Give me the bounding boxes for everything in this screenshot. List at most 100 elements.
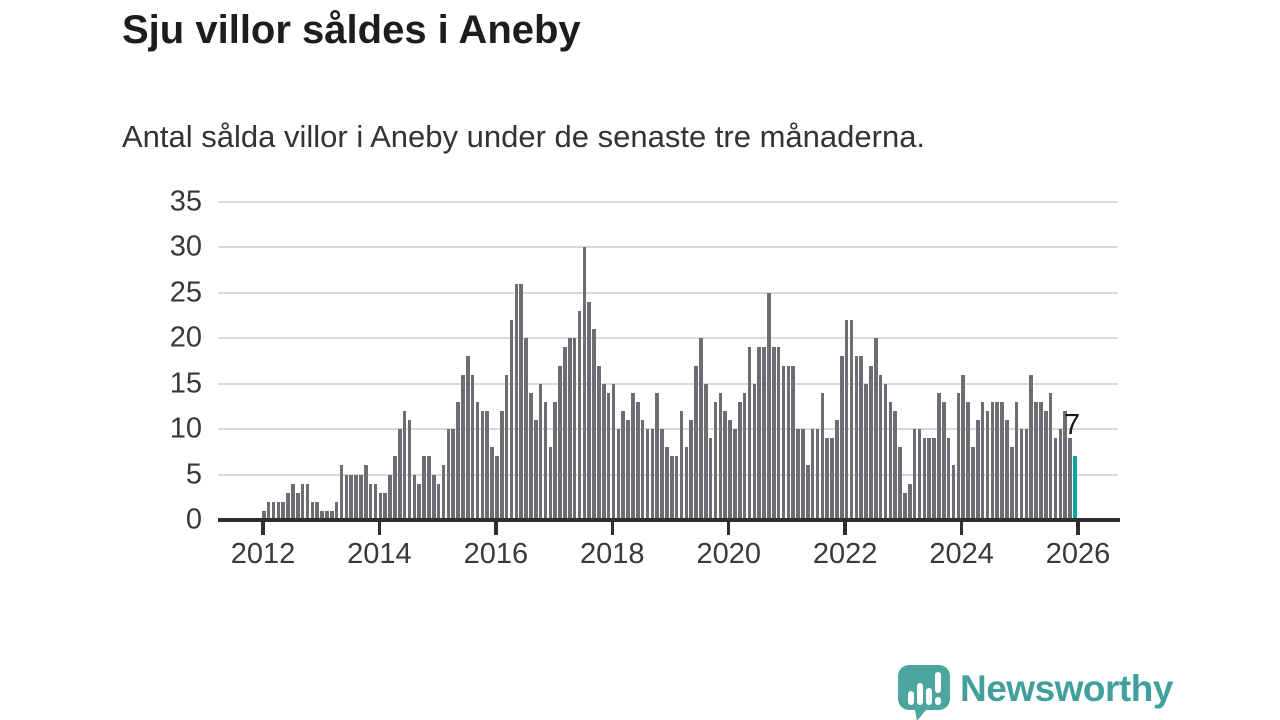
bar <box>640 420 645 520</box>
bar <box>941 401 946 520</box>
bar <box>577 311 582 520</box>
bar <box>810 429 815 520</box>
bar <box>946 438 951 520</box>
bar <box>281 501 286 520</box>
newsworthy-logo-icon <box>898 665 950 720</box>
bar <box>912 429 917 520</box>
bar <box>611 383 616 520</box>
bar <box>485 410 490 520</box>
bar <box>684 447 689 520</box>
chart-subtitle: Antal sålda villor i Aneby under de sena… <box>122 119 926 154</box>
bar <box>932 438 936 520</box>
bar <box>499 410 504 520</box>
bar <box>927 438 931 520</box>
x-tick <box>843 522 847 535</box>
bar <box>587 301 591 520</box>
bar <box>762 347 766 520</box>
bar <box>373 483 378 520</box>
bar <box>815 429 820 520</box>
y-tick-label: 35 <box>169 185 202 218</box>
bar <box>446 429 451 520</box>
bar <box>1019 429 1024 520</box>
bar <box>1068 438 1072 520</box>
bar <box>713 401 718 520</box>
bar <box>582 247 587 520</box>
bar <box>475 401 480 520</box>
bar <box>533 420 538 520</box>
x-tick <box>261 522 265 535</box>
bar <box>1009 447 1014 520</box>
bar <box>354 474 358 520</box>
bar <box>767 292 771 520</box>
bar <box>519 283 523 520</box>
bar <box>844 320 849 520</box>
x-tick <box>494 522 498 535</box>
y-tick-label: 10 <box>169 412 202 445</box>
bar <box>825 438 829 520</box>
bar <box>801 429 805 520</box>
bar <box>888 401 893 520</box>
bar <box>723 410 727 520</box>
y-tick-label: 30 <box>169 230 202 263</box>
bar <box>966 401 970 520</box>
bar <box>427 456 431 520</box>
bar <box>873 338 878 520</box>
bar <box>451 429 456 520</box>
bar <box>1005 420 1009 520</box>
bar <box>339 465 344 520</box>
bar <box>669 456 674 520</box>
x-tick-label: 2022 <box>812 538 878 570</box>
bar <box>334 501 339 520</box>
x-tick-label: 2016 <box>463 538 529 570</box>
bar <box>1014 401 1019 520</box>
x-tick-label: 2014 <box>347 538 412 570</box>
bar <box>286 492 290 520</box>
bar <box>524 338 528 520</box>
bar <box>980 401 985 520</box>
bar <box>558 365 562 520</box>
bar-chart: 0 5 10 15 20 25 30 35 2012 2014 2016 2018 2020 2022 2… <box>169 185 1120 570</box>
bar <box>291 483 295 520</box>
bar <box>266 501 271 520</box>
y-tick-label: 5 <box>185 458 202 491</box>
bar <box>854 356 859 520</box>
bar <box>699 338 703 520</box>
bar <box>674 456 679 520</box>
x-tick <box>726 522 731 535</box>
gridline <box>218 428 1118 431</box>
bar <box>616 429 621 520</box>
bar <box>917 429 922 520</box>
bar <box>757 347 761 520</box>
bar <box>262 510 266 520</box>
bar <box>781 365 786 520</box>
bar <box>329 510 334 520</box>
bar <box>776 347 781 520</box>
x-axis-line <box>218 517 1120 522</box>
bar <box>786 365 791 520</box>
bar <box>835 420 839 520</box>
bar <box>1034 401 1038 520</box>
bar <box>869 365 873 520</box>
bar <box>456 401 460 520</box>
bar <box>752 383 757 520</box>
bar <box>893 410 897 520</box>
bar <box>645 429 650 520</box>
bar <box>864 383 868 520</box>
bar <box>509 320 514 520</box>
bar <box>1000 401 1004 520</box>
bar <box>422 456 426 520</box>
bar <box>903 492 907 520</box>
bar-latest-highlight <box>1073 456 1077 520</box>
bar <box>820 392 825 520</box>
bar <box>470 374 475 520</box>
x-tick <box>610 522 615 535</box>
bar <box>995 401 999 520</box>
bar <box>397 429 402 520</box>
bar <box>1058 429 1063 520</box>
bar <box>621 410 625 520</box>
bar <box>514 283 519 520</box>
x-tick-label: 2020 <box>696 538 761 570</box>
bar <box>737 401 742 520</box>
bar <box>1063 410 1067 520</box>
